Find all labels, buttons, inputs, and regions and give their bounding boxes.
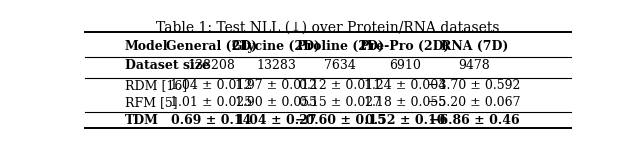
Text: 1.01 ± 0.025: 1.01 ± 0.025 [170, 96, 253, 109]
Text: Dataset size: Dataset size [125, 59, 209, 72]
Text: 9478: 9478 [458, 59, 490, 72]
Text: TDM: TDM [125, 114, 159, 127]
Text: 0.12 ± 0.011: 0.12 ± 0.011 [300, 79, 381, 92]
Text: −0.60 ± 0.15: −0.60 ± 0.15 [295, 114, 386, 127]
Text: 1.90 ± 0.055: 1.90 ± 0.055 [235, 96, 317, 109]
Text: 1.24 ± 0.004: 1.24 ± 0.004 [364, 79, 446, 92]
Text: 138208: 138208 [188, 59, 236, 72]
Text: 1.97 ± 0.012: 1.97 ± 0.012 [235, 79, 317, 92]
Text: RNA (7D): RNA (7D) [440, 40, 508, 53]
Text: Glycine (2D): Glycine (2D) [232, 40, 320, 53]
Text: −3.70 ± 0.592: −3.70 ± 0.592 [428, 79, 520, 92]
Text: Pre-Pro (2D): Pre-Pro (2D) [360, 40, 450, 53]
Text: 7634: 7634 [324, 59, 356, 72]
Text: Table 1: Test NLL (↓) over Protein/RNA datasets: Table 1: Test NLL (↓) over Protein/RNA d… [156, 20, 500, 34]
Text: 13283: 13283 [256, 59, 296, 72]
Text: 0.52 ± 0.10: 0.52 ± 0.10 [365, 114, 445, 127]
Text: 6910: 6910 [389, 59, 421, 72]
Text: General (2D): General (2D) [166, 40, 257, 53]
Text: Proline (2D): Proline (2D) [297, 40, 384, 53]
Text: 1.18 ± 0.055: 1.18 ± 0.055 [364, 96, 446, 109]
Text: 0.15 ± 0.027: 0.15 ± 0.027 [300, 96, 381, 109]
Text: −6.86 ± 0.46: −6.86 ± 0.46 [429, 114, 520, 127]
Text: RDM [16]: RDM [16] [125, 79, 187, 92]
Text: RFM [5]: RFM [5] [125, 96, 177, 109]
Text: Model: Model [125, 40, 168, 53]
Text: 0.69 ± 0.14: 0.69 ± 0.14 [172, 114, 252, 127]
Text: 1.04 ± 0.27: 1.04 ± 0.27 [236, 114, 316, 127]
Text: −5.20 ± 0.067: −5.20 ± 0.067 [428, 96, 520, 109]
Text: 1.04 ± 0.012: 1.04 ± 0.012 [170, 79, 253, 92]
